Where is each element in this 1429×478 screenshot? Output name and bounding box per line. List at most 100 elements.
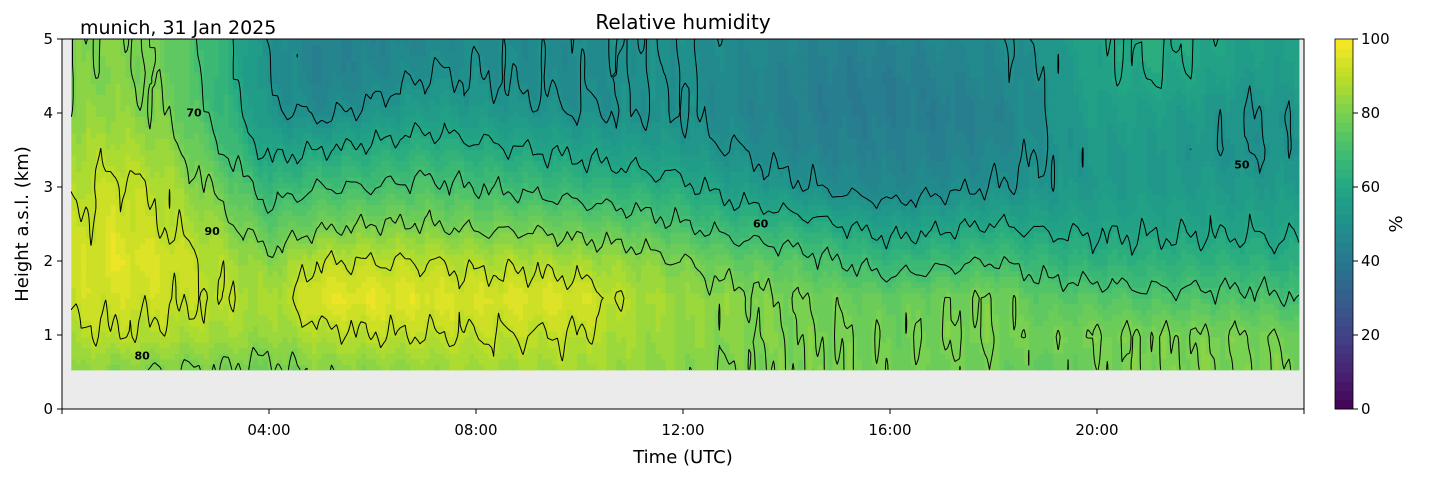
heatmap-cell: [631, 314, 637, 321]
heatmap-cell: [228, 298, 234, 305]
heatmap-cell: [449, 364, 455, 371]
heatmap-cell: [1048, 347, 1054, 354]
heatmap-cell: [665, 336, 671, 343]
heatmap-cell: [552, 364, 559, 371]
heatmap-cell: [307, 336, 313, 343]
heatmap-cell: [1156, 281, 1162, 288]
heatmap-cell: [184, 364, 190, 371]
heatmap-cell: [105, 265, 112, 272]
heatmap-cell: [311, 265, 318, 272]
heatmap-cell: [125, 259, 131, 266]
heatmap-cell: [1269, 314, 1275, 321]
heatmap-cell: [1009, 358, 1015, 365]
heatmap-cell: [149, 325, 156, 332]
heatmap-cell: [110, 292, 117, 299]
heatmap-cell: [876, 281, 883, 288]
heatmap-cell: [906, 314, 912, 321]
heatmap-cell: [886, 276, 892, 283]
heatmap-cell: [704, 309, 711, 316]
heatmap-cell: [1063, 287, 1069, 294]
heatmap-cell: [439, 309, 446, 316]
heatmap-cell: [861, 320, 868, 327]
heatmap-cell: [1043, 314, 1050, 321]
heatmap-cell: [223, 320, 230, 327]
heatmap-cell: [1087, 336, 1094, 343]
heatmap-cell: [827, 309, 833, 316]
heatmap-cell: [1058, 259, 1064, 266]
heatmap-cell: [871, 303, 878, 310]
heatmap-cell: [955, 303, 961, 310]
heatmap-cell: [724, 265, 730, 272]
heatmap-cell: [120, 270, 126, 277]
heatmap-cell: [110, 325, 117, 332]
heatmap-cell: [130, 342, 136, 349]
heatmap-cell: [277, 325, 284, 332]
heatmap-cell: [292, 287, 298, 294]
heatmap-cell: [1072, 353, 1079, 360]
heatmap-cell: [1141, 276, 1148, 283]
heatmap-cell: [198, 281, 205, 288]
heatmap-cell: [1220, 292, 1226, 299]
heatmap-cell: [1190, 270, 1197, 277]
heatmap-cell: [724, 287, 730, 294]
heatmap-cell: [130, 265, 136, 272]
heatmap-cell: [1038, 281, 1045, 288]
heatmap-cell: [287, 303, 293, 310]
heatmap-cell: [572, 265, 578, 272]
heatmap-cell: [375, 259, 382, 266]
heatmap-cell: [1077, 314, 1084, 321]
heatmap-cell: [454, 358, 460, 365]
heatmap-cell: [292, 320, 298, 327]
heatmap-cell: [184, 325, 190, 332]
heatmap-cell: [915, 265, 922, 272]
heatmap-cell: [881, 265, 887, 272]
heatmap-cell: [1234, 358, 1241, 365]
heatmap-cell: [989, 342, 995, 349]
heatmap-cell: [955, 336, 961, 343]
heatmap-cell: [1107, 364, 1113, 371]
heatmap-cell: [670, 265, 676, 272]
heatmap-cell: [1146, 265, 1153, 272]
heatmap-cell: [380, 309, 387, 316]
heatmap-cell: [1195, 331, 1202, 338]
heatmap-cell: [513, 325, 519, 332]
heatmap-cell: [1018, 303, 1025, 310]
heatmap-cell: [419, 347, 426, 354]
heatmap-cell: [871, 347, 878, 354]
heatmap-cell: [901, 331, 907, 338]
heatmap-cell: [1068, 298, 1074, 305]
heatmap-cell: [616, 292, 622, 299]
heatmap-cell: [419, 336, 426, 343]
heatmap-cell: [144, 336, 151, 343]
heatmap-cell: [1122, 281, 1128, 288]
heatmap-cell: [886, 331, 892, 338]
heatmap-cell: [262, 347, 269, 354]
heatmap-cell: [881, 347, 887, 354]
heatmap-cell: [1004, 292, 1010, 299]
heatmap-cell: [675, 353, 681, 360]
heatmap-cell: [1141, 259, 1148, 266]
heatmap-cell: [439, 287, 446, 294]
heatmap-cell: [724, 309, 730, 316]
heatmap-cell: [1141, 353, 1148, 360]
heatmap-cell: [81, 336, 87, 343]
heatmap-cell: [1166, 309, 1172, 316]
heatmap-cell: [86, 309, 92, 316]
heatmap-cell: [940, 342, 946, 349]
heatmap-cell: [537, 331, 544, 338]
heatmap-cell: [228, 276, 234, 283]
heatmap-cell: [1092, 265, 1099, 272]
heatmap-cell: [670, 358, 676, 365]
heatmap-cell: [1249, 276, 1256, 283]
heatmap-cell: [984, 358, 991, 365]
heatmap-cell: [198, 336, 205, 343]
heatmap-cell: [979, 309, 986, 316]
heatmap-cell: [488, 353, 495, 360]
heatmap-cell: [896, 347, 902, 354]
heatmap-cell: [444, 364, 450, 371]
heatmap-cell: [979, 270, 986, 277]
heatmap-cell: [920, 270, 927, 277]
heatmap-cell: [1210, 353, 1216, 360]
heatmap-cell: [974, 270, 981, 277]
